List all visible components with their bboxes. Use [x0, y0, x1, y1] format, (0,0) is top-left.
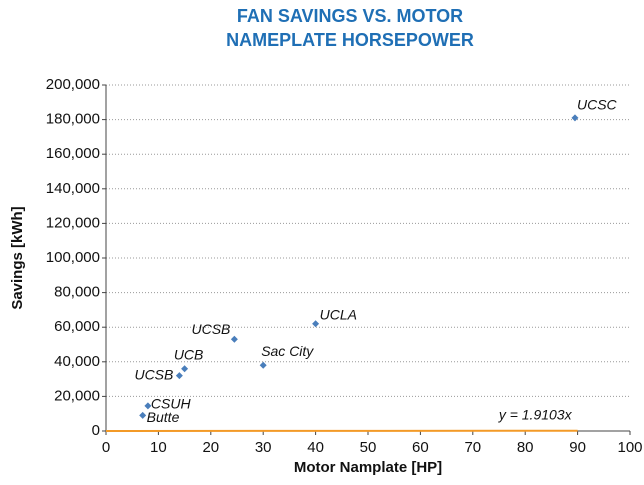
x-tick-label: 40 [307, 439, 324, 456]
point-label: Butte [147, 409, 180, 425]
x-axis-title: Motor Namplate [HP] [294, 459, 442, 476]
y-tick-label: 120,000 [46, 214, 100, 231]
point [259, 361, 267, 369]
point-label: Sac City [261, 343, 314, 359]
point [181, 365, 189, 373]
chart-title: NAMEPLATE HORSEPOWER [226, 30, 474, 50]
chart-title: FAN SAVINGS VS. MOTOR [237, 6, 463, 26]
y-tick-label: 0 [92, 422, 100, 439]
y-tick-label: 200,000 [46, 76, 100, 93]
point-label: UCLA [320, 306, 357, 322]
x-tick-label: 20 [202, 439, 219, 456]
x-tick-label: 100 [617, 439, 642, 456]
point-label: UCSC [577, 97, 618, 113]
point [175, 372, 183, 380]
y-axis-title: Savings [kWh] [9, 206, 26, 309]
point-label: UCB [174, 346, 204, 362]
x-tick-label: 30 [255, 439, 272, 456]
y-tick-label: 60,000 [54, 318, 100, 335]
point-label: UCSB [134, 366, 173, 382]
x-tick-label: 90 [569, 439, 586, 456]
point [230, 335, 238, 343]
y-tick-label: 80,000 [54, 284, 100, 301]
trendline-label: y = 1.9103x [498, 406, 573, 422]
point-label: UCSB [191, 321, 230, 337]
x-tick-label: 60 [412, 439, 429, 456]
point [139, 411, 147, 419]
x-tick-label: 50 [360, 439, 377, 456]
x-tick-label: 10 [150, 439, 167, 456]
y-tick-label: 140,000 [46, 180, 100, 197]
x-tick-label: 0 [102, 439, 110, 456]
y-tick-label: 100,000 [46, 249, 100, 266]
y-tick-label: 160,000 [46, 145, 100, 162]
point [571, 114, 579, 122]
y-tick-label: 20,000 [54, 387, 100, 404]
y-tick-label: 40,000 [54, 353, 100, 370]
y-tick-label: 180,000 [46, 111, 100, 128]
point [144, 402, 152, 410]
x-tick-label: 80 [517, 439, 534, 456]
x-tick-label: 70 [464, 439, 481, 456]
point [312, 320, 320, 328]
point-label: CSUH [151, 396, 192, 412]
